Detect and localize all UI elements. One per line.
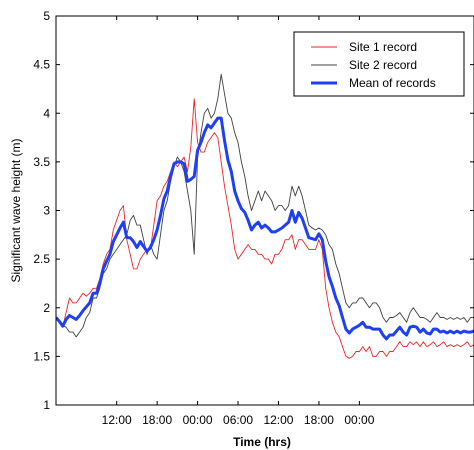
x-tick-label: 18:00 (142, 413, 172, 427)
series-line-2 (56, 73, 474, 338)
legend-label-2: Site 2 record (349, 58, 417, 72)
x-tick-label: 06:00 (223, 413, 253, 427)
legend-label-1: Site 1 record (349, 40, 417, 54)
ticks-layer: 1 1.5 2 2.5 3 3.5 4 4.5 5 12:00 18:00 00:00 06:00 12:… (33, 9, 474, 427)
legend-box (293, 31, 465, 97)
y-tick-label: 2.5 (33, 252, 50, 266)
y-tick-label: 2 (43, 301, 50, 315)
series-layer (56, 73, 474, 359)
y-tick-label: 5 (43, 9, 50, 23)
legend: Site 1 record Site 2 record Mean of record… (293, 31, 465, 97)
y-tick-label: 1 (43, 398, 50, 412)
y-tick-label: 4 (43, 106, 50, 120)
legend-items: Site 1 record Site 2 record Mean of record… (311, 40, 436, 90)
x-tick-label: 12:00 (102, 413, 132, 427)
legend-label-3: Mean of records (349, 76, 436, 90)
y-tick-label: 3.5 (33, 155, 50, 169)
x-tick-label: 18:00 (304, 413, 334, 427)
y-axis-label: Significant wave height (m) (9, 138, 23, 282)
x-tick-label: 00:00 (183, 413, 213, 427)
x-tick-label: 00:00 (344, 413, 374, 427)
y-tick-label: 3 (43, 204, 50, 218)
x-tick-label: 12:00 (263, 413, 293, 427)
x-axis-label: Time (hrs) (233, 435, 291, 449)
y-tick-label: 1.5 (33, 349, 50, 363)
y-tick-label: 4.5 (33, 58, 50, 72)
series-line-3 (56, 116, 474, 341)
